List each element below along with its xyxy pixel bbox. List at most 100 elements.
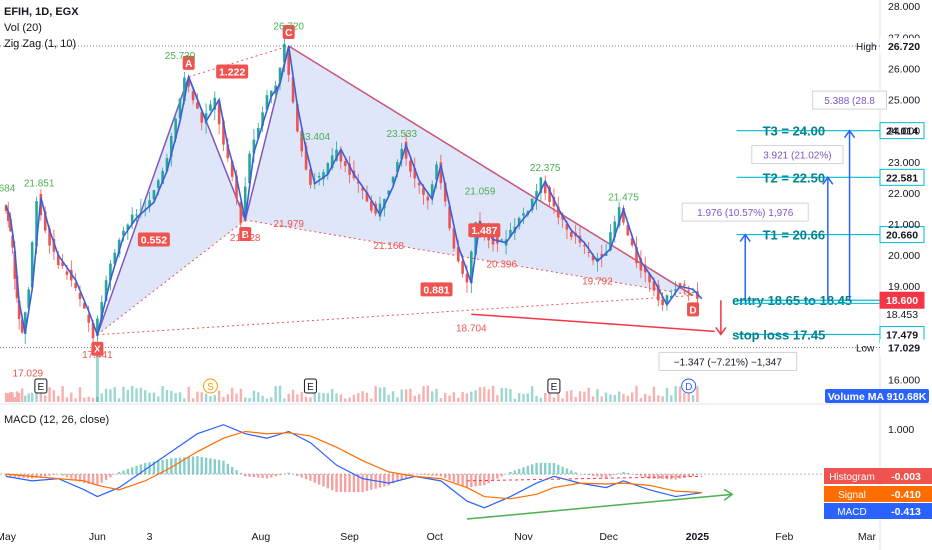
volume-bar xyxy=(170,390,173,402)
zigzag-label: 17.029 xyxy=(13,368,44,379)
volume-bar xyxy=(339,394,343,402)
volume-bar xyxy=(374,386,377,402)
event-marker-label: E xyxy=(38,382,45,393)
candle-body xyxy=(691,292,695,294)
price-tag-text: 20.660 xyxy=(886,230,918,242)
candle-body xyxy=(339,151,343,162)
candle-body xyxy=(104,280,108,302)
candle-body xyxy=(126,224,130,231)
zigzag-indicator-title[interactable]: Zig Zag (1, 10) xyxy=(4,38,77,50)
macd-histogram-bar xyxy=(661,474,664,480)
candle-body xyxy=(530,198,534,211)
candle-body xyxy=(656,284,660,301)
volume-indicator-title[interactable]: Vol (20) xyxy=(4,22,42,34)
zigzag-label: 22.375 xyxy=(530,163,561,174)
macd-histogram-bar xyxy=(144,462,147,475)
volume-bar xyxy=(352,394,356,402)
volume-bar xyxy=(322,393,325,402)
volume-bar xyxy=(383,387,386,402)
macd-histogram-bar xyxy=(565,468,569,475)
macd-histogram-bar xyxy=(217,459,221,475)
volume-bar xyxy=(430,391,434,402)
zigzag-label: 21.475 xyxy=(608,193,639,204)
volume-bar xyxy=(604,392,608,402)
candle-body xyxy=(23,312,27,335)
candle-body xyxy=(309,169,312,185)
candle-body xyxy=(135,214,138,216)
macd-histogram-bar xyxy=(200,456,203,475)
pattern-ratio-bg xyxy=(468,223,501,238)
candle-body xyxy=(122,230,125,236)
volume-bar xyxy=(104,388,108,402)
candle-body xyxy=(343,161,347,166)
candle-body xyxy=(65,271,69,275)
candle-body xyxy=(130,214,134,225)
macd-histogram-bar xyxy=(4,474,8,477)
volume-bar xyxy=(587,387,590,402)
macd-histogram-bar xyxy=(74,474,77,481)
volume-bar xyxy=(652,386,656,402)
zigzag-label: 18.704 xyxy=(456,323,487,334)
candle-body xyxy=(404,141,408,159)
pattern-point-label: X xyxy=(94,345,101,356)
candle-body xyxy=(413,168,417,179)
macd-histogram-bar xyxy=(252,474,256,478)
macd-indicator-title[interactable]: MACD (12, 26, close) xyxy=(4,414,110,426)
high-marker-label: High xyxy=(856,42,877,53)
volume-bar xyxy=(635,385,638,402)
low-marker-tag-bg xyxy=(880,339,928,356)
arrow-t1-head xyxy=(739,233,751,243)
event-marker-label: E xyxy=(307,382,314,393)
macd-histogram-bar xyxy=(461,474,464,486)
volume-bar xyxy=(27,393,30,402)
trade-level-price-tag: 17.479 xyxy=(879,325,925,343)
time-axis-tick: 2025 xyxy=(686,531,710,543)
candle-body xyxy=(422,187,425,195)
candle-body xyxy=(400,148,404,160)
volume-bar xyxy=(478,387,482,402)
volume-bar xyxy=(548,393,551,402)
volume-bar xyxy=(552,397,556,402)
event-marker-e xyxy=(34,378,48,394)
candle-body xyxy=(330,155,334,169)
macd-histogram-bar xyxy=(70,474,73,479)
candle-body xyxy=(30,242,34,288)
macd-histogram-bar xyxy=(148,462,151,475)
price-tag-bg xyxy=(879,168,925,186)
candle-body xyxy=(626,224,630,236)
volume-bar xyxy=(509,389,512,402)
candle-body xyxy=(230,161,234,177)
volume-bar xyxy=(570,390,573,402)
measure-label-bg xyxy=(751,145,844,165)
time-axis-tick: Mar xyxy=(858,531,877,543)
macd-histogram-bar xyxy=(570,470,573,475)
time-axis-tick: Jun xyxy=(89,531,106,543)
symbol-title[interactable]: EFIH, 1D, EGX xyxy=(4,6,79,18)
volume-bar xyxy=(100,393,103,402)
macd-histogram-bar xyxy=(222,460,225,475)
macd-histogram-bar xyxy=(383,474,386,487)
volume-bar xyxy=(83,397,86,402)
volume-bar xyxy=(357,393,360,402)
candle-body xyxy=(20,319,24,333)
volume-bar xyxy=(526,393,530,402)
macd-histogram-bar xyxy=(457,474,460,484)
arrow-t3-head xyxy=(843,129,856,139)
low-marker-value: 17.029 xyxy=(888,343,920,355)
event-marker-d xyxy=(681,378,697,394)
candle-body xyxy=(361,187,364,191)
price-axis-tick: 26.000 xyxy=(888,63,920,75)
zigzag-label: 21.851 xyxy=(24,179,55,190)
macd-histogram-bar xyxy=(165,459,169,475)
candle-body xyxy=(4,205,8,212)
candle-body xyxy=(9,219,12,232)
candle-body xyxy=(591,255,595,261)
volume-bar xyxy=(213,395,216,402)
volume-bar xyxy=(11,392,14,402)
volume-bar xyxy=(535,395,538,402)
candle-body xyxy=(226,144,230,159)
candle-body xyxy=(317,175,321,178)
volume-bar xyxy=(235,393,238,402)
volume-bar xyxy=(687,390,690,402)
